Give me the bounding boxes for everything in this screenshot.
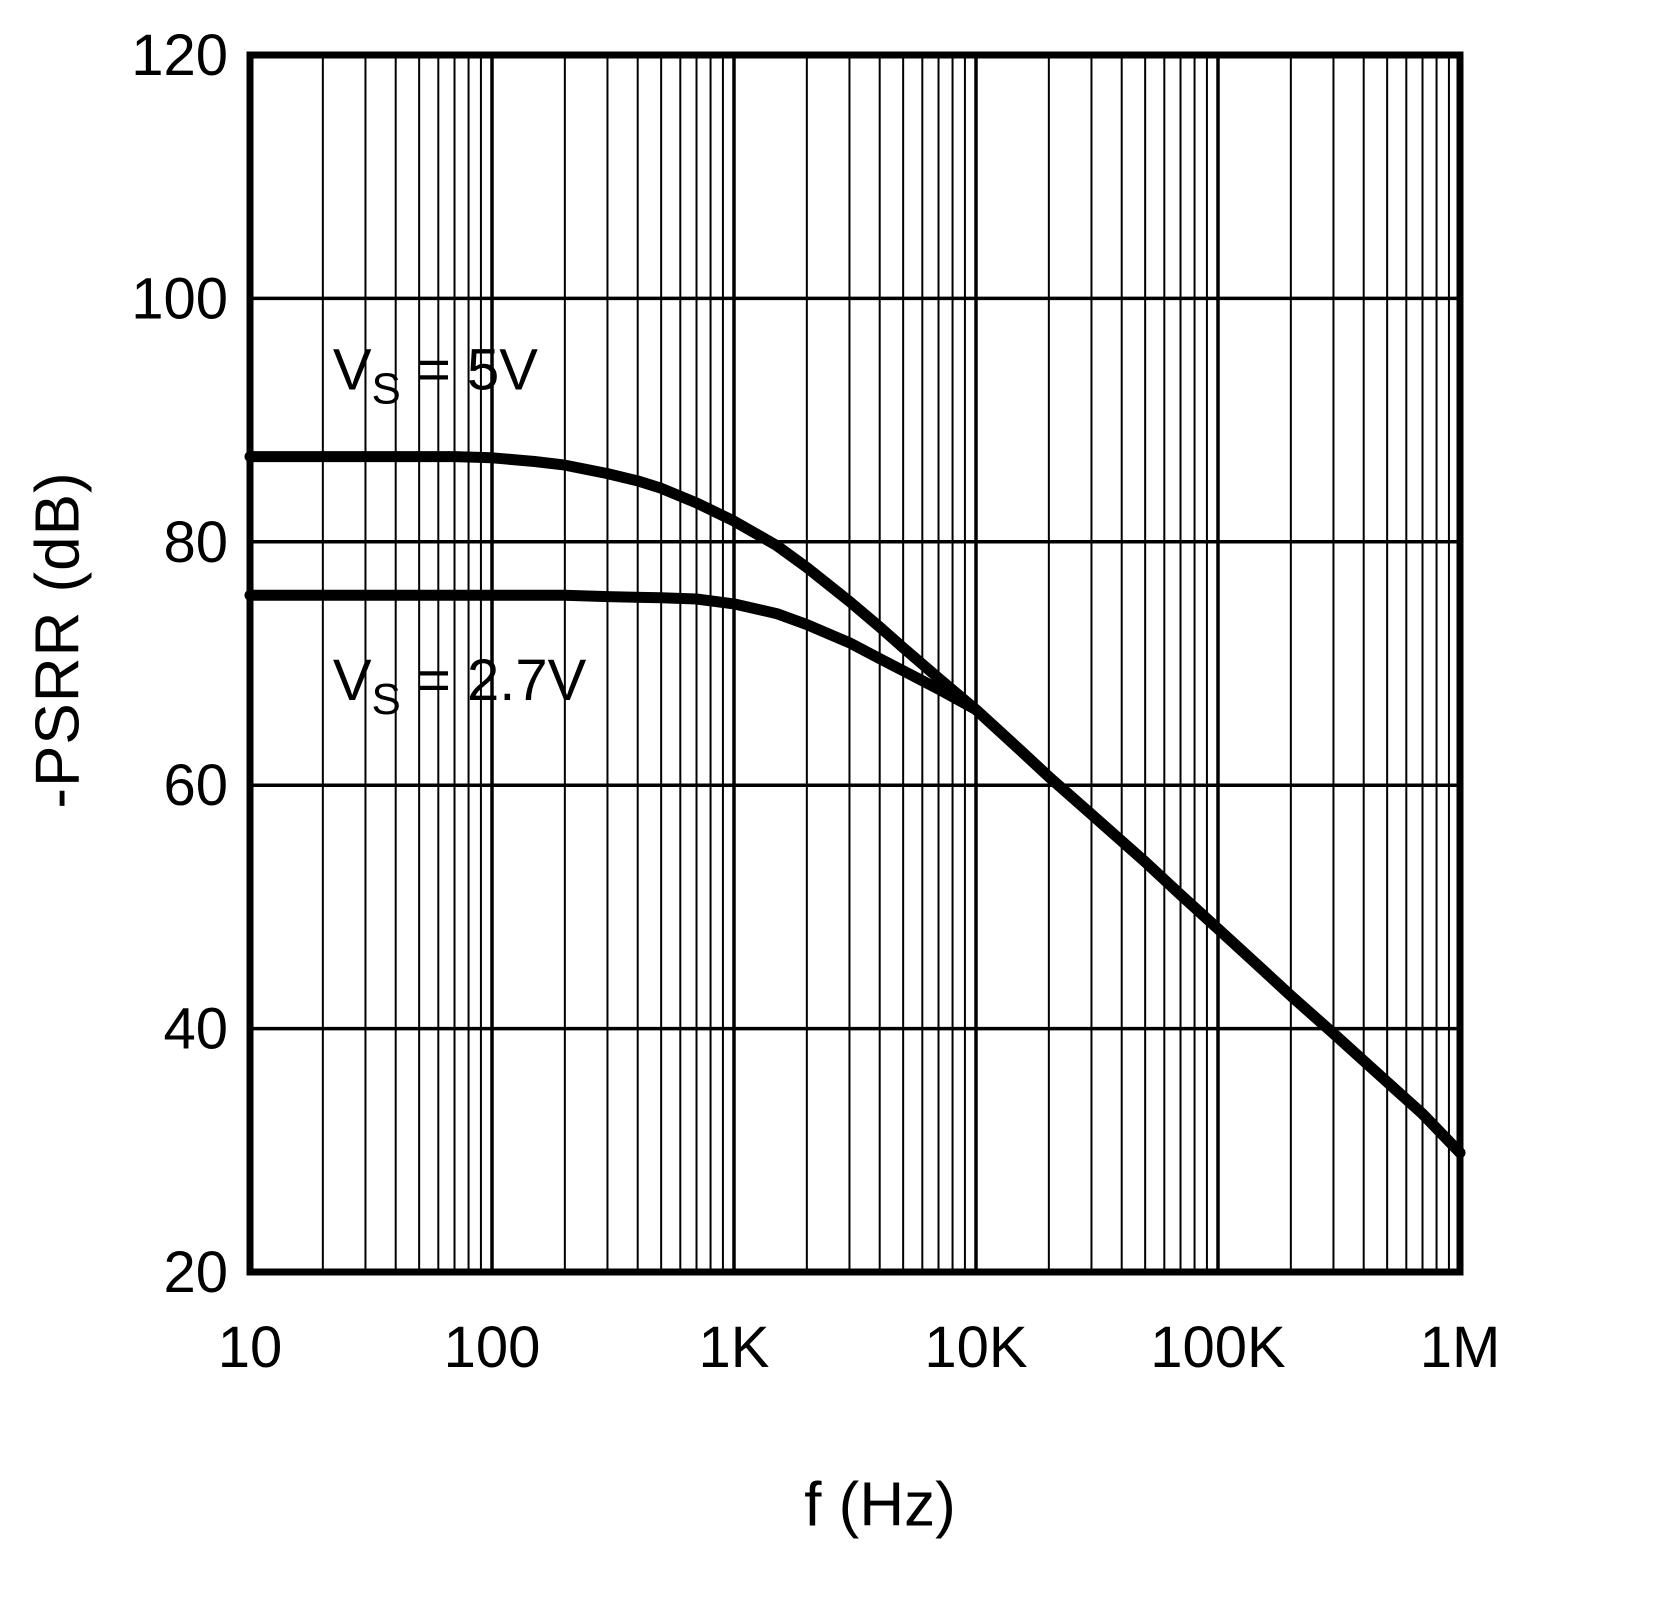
plot-border — [246, 51, 1464, 1276]
y-axis-title: -PSRR (dB) — [23, 471, 93, 809]
curve-series-1 — [244, 589, 1466, 1159]
series-label-0: VS = 5V — [333, 338, 538, 414]
y-tick-label: 40 — [163, 997, 228, 1062]
y-tick-label: 80 — [163, 510, 228, 575]
y-tick-label: 100 — [131, 266, 228, 331]
y-tick-label: 60 — [163, 753, 228, 818]
x-tick-label: 100K — [1150, 1315, 1286, 1380]
y-tick-label: 20 — [163, 1240, 228, 1305]
y-tick-label: 120 — [131, 23, 228, 88]
x-tick-label: 10 — [218, 1315, 283, 1380]
curve-series-0 — [244, 451, 1466, 1159]
x-axis-title: f (Hz) — [804, 1470, 956, 1540]
series-label-1: VS = 2.7V — [333, 648, 587, 724]
x-tick-label: 100 — [444, 1315, 541, 1380]
x-tick-label: 10K — [924, 1315, 1028, 1380]
x-tick-label: 1K — [699, 1315, 770, 1380]
x-tick-label: 1M — [1420, 1315, 1501, 1380]
